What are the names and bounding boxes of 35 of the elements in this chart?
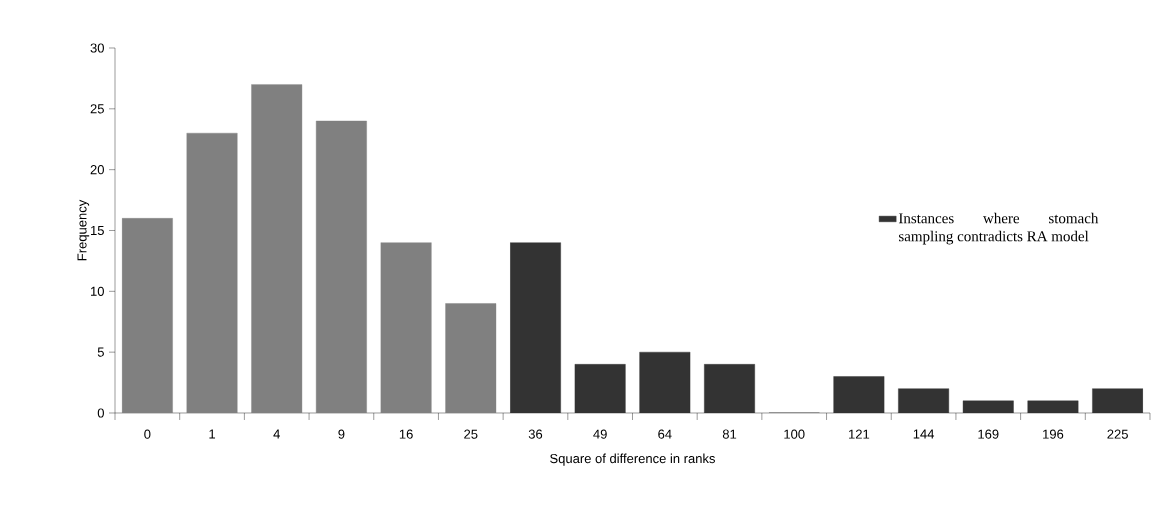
x-tick-label: 16 (399, 429, 413, 439)
x-tick-label: 1 (209, 429, 216, 439)
x-tick-label: 169 (978, 429, 999, 439)
x-tick-label: 4 (273, 429, 280, 439)
x-tick-label: 9 (338, 429, 345, 439)
y-tick-label: 20 (90, 165, 104, 175)
bar (833, 376, 885, 413)
x-tick-label: 100 (784, 429, 805, 439)
x-tick-label: 49 (593, 429, 607, 439)
y-tick-label: 0 (97, 408, 104, 418)
x-tick-label: 0 (144, 429, 151, 439)
y-tick-label: 15 (91, 225, 104, 236)
y-tick-label: 5 (97, 347, 104, 357)
bar (639, 351, 691, 413)
x-tick-label: 25 (464, 429, 478, 439)
x-tick-label: 144 (913, 429, 935, 439)
bar (1027, 400, 1079, 413)
y-axis-title: Frequency (77, 199, 90, 261)
x-tick-label: 225 (1107, 429, 1128, 439)
bar (704, 364, 755, 413)
bar (898, 388, 950, 413)
x-axis-title: Square of difference in ranks (550, 453, 715, 466)
bar (510, 242, 561, 413)
bar (574, 364, 626, 413)
legend-label: Instances where stomach sampling contradicts RA model (898, 212, 1099, 245)
x-tick-label: 81 (722, 429, 737, 439)
y-tick-label: 10 (91, 286, 104, 296)
x-tick-label: 196 (1043, 429, 1064, 439)
bar (1092, 388, 1144, 413)
y-tick-label: 25 (90, 104, 104, 114)
x-tick-label: 64 (658, 429, 672, 439)
bar (962, 400, 1014, 413)
y-tick-label: 30 (90, 43, 104, 53)
x-tick-label: 36 (528, 429, 543, 439)
x-tick-label: 121 (849, 429, 870, 439)
